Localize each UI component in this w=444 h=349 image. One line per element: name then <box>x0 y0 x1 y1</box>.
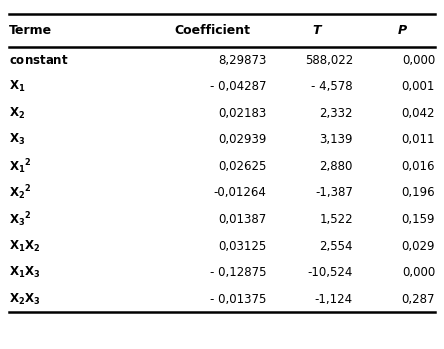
Text: -1,387: -1,387 <box>315 186 353 200</box>
Text: 0,02183: 0,02183 <box>218 107 266 120</box>
Text: -1,124: -1,124 <box>315 292 353 306</box>
Text: 0,159: 0,159 <box>402 213 435 226</box>
Text: $\bf{X_1}$$\bf{^2}$: $\bf{X_1}$$\bf{^2}$ <box>9 157 31 176</box>
Text: - 0,12875: - 0,12875 <box>210 266 266 279</box>
Text: $\bf{X_1}$$\bf{X_3}$: $\bf{X_1}$$\bf{X_3}$ <box>9 265 40 280</box>
Text: 0,016: 0,016 <box>402 160 435 173</box>
Text: $\bf{X_3}$$\bf{^2}$: $\bf{X_3}$$\bf{^2}$ <box>9 210 31 229</box>
Text: 2,332: 2,332 <box>320 107 353 120</box>
Text: $\bf{X_2}$: $\bf{X_2}$ <box>9 106 25 121</box>
Text: - 0,01375: - 0,01375 <box>210 292 266 306</box>
Text: 588,022: 588,022 <box>305 54 353 67</box>
Text: 8,29873: 8,29873 <box>218 54 266 67</box>
Text: -10,524: -10,524 <box>308 266 353 279</box>
Text: 0,02625: 0,02625 <box>218 160 266 173</box>
Text: 0,02939: 0,02939 <box>218 133 266 147</box>
Text: - 0,04287: - 0,04287 <box>210 80 266 94</box>
Text: $\bf{X_1}$$\bf{X_2}$: $\bf{X_1}$$\bf{X_2}$ <box>9 238 40 254</box>
Text: 0,029: 0,029 <box>402 239 435 253</box>
Text: 0,03125: 0,03125 <box>218 239 266 253</box>
Text: 3,139: 3,139 <box>320 133 353 147</box>
Text: 0,196: 0,196 <box>401 186 435 200</box>
Text: 0,287: 0,287 <box>402 292 435 306</box>
Text: $\bf{X_3}$: $\bf{X_3}$ <box>9 132 25 148</box>
Text: 2,880: 2,880 <box>320 160 353 173</box>
Text: 0,000: 0,000 <box>402 54 435 67</box>
Text: $\bf{X_2}$$\bf{X_3}$: $\bf{X_2}$$\bf{X_3}$ <box>9 291 40 307</box>
Text: 0,042: 0,042 <box>402 107 435 120</box>
Text: $\bf{constant}$: $\bf{constant}$ <box>9 54 68 67</box>
Text: 0,01387: 0,01387 <box>218 213 266 226</box>
Text: 0,000: 0,000 <box>402 266 435 279</box>
Text: 0,001: 0,001 <box>402 80 435 94</box>
Text: - 4,578: - 4,578 <box>311 80 353 94</box>
Text: 1,522: 1,522 <box>319 213 353 226</box>
Text: $\bf{X_1}$: $\bf{X_1}$ <box>9 79 25 95</box>
Text: $\bf{X_2}$$\bf{^2}$: $\bf{X_2}$$\bf{^2}$ <box>9 184 31 202</box>
Text: 2,554: 2,554 <box>320 239 353 253</box>
Text: P: P <box>397 24 406 37</box>
Text: -0,01264: -0,01264 <box>214 186 266 200</box>
Text: Terme: Terme <box>9 24 52 37</box>
Text: 0,011: 0,011 <box>402 133 435 147</box>
Text: Coefficient: Coefficient <box>174 24 250 37</box>
Text: T: T <box>312 24 321 37</box>
